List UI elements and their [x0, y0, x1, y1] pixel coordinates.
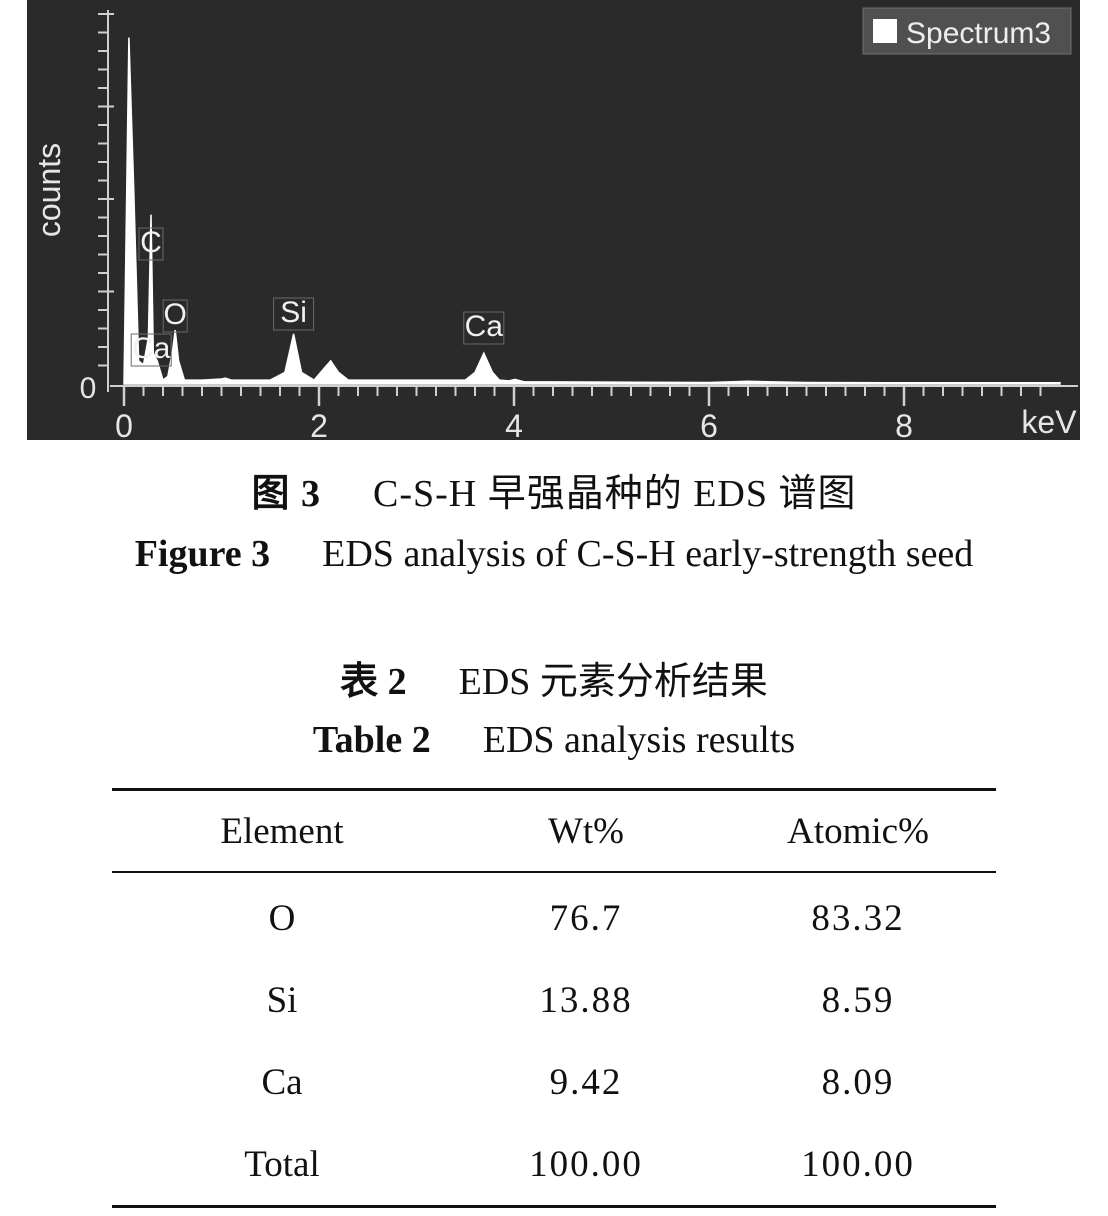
- x-tick-label: 2: [310, 408, 328, 444]
- cell-element: Total: [244, 1143, 320, 1185]
- peak-label-box: [273, 297, 315, 331]
- peak-label: O: [164, 298, 187, 331]
- cell-wt-percent: 100.00: [529, 1143, 643, 1185]
- table-header-row: Element Wt% Atomic%: [112, 789, 996, 873]
- figure-title-cn: C-S-H 早强晶种的 EDS 谱图: [372, 473, 857, 515]
- plot-background: [27, 0, 1080, 440]
- eds-results-table: Element Wt% Atomic% O 76.7 83.32 Si 13.8…: [112, 788, 996, 1208]
- table-label-cn: 表 2: [340, 661, 407, 703]
- peak-label: Ca: [132, 332, 171, 365]
- cell-element: O: [268, 897, 296, 939]
- peak-label-box: [130, 333, 172, 367]
- cell-atomic-percent: 8.59: [821, 979, 895, 1021]
- y-zero-label: 0: [80, 372, 97, 405]
- legend: Spectrum3: [862, 7, 1072, 55]
- figure-caption-cn: 图 3 C-S-H 早强晶种的 EDS 谱图: [0, 462, 1108, 517]
- x-tick-label: 4: [505, 408, 523, 444]
- cell-wt-percent: 76.7: [549, 897, 623, 939]
- header-wt-percent: Wt%: [452, 789, 720, 873]
- x-tick-label: 8: [895, 408, 913, 444]
- table-caption-cn: 表 2 EDS 元素分析结果: [0, 650, 1108, 705]
- cell-atomic-percent: 83.32: [811, 897, 905, 939]
- table-label-en: Table 2: [312, 719, 431, 761]
- cell-element: Ca: [261, 1061, 303, 1103]
- figure-title-en: EDS analysis of C-S-H early-strength see…: [322, 533, 974, 575]
- legend-box: [862, 7, 1072, 55]
- axis-ticks: [98, 13, 1042, 406]
- peak-label-box: [463, 311, 505, 345]
- cell-wt-percent: 13.88: [539, 979, 633, 1021]
- header-element: Element: [112, 789, 452, 873]
- cell-atomic-percent: 100.00: [801, 1143, 915, 1185]
- spectrum-trace-fill: [123, 37, 1061, 385]
- x-tick-label: 0: [115, 408, 133, 444]
- x-tick-label: 6: [700, 408, 718, 444]
- table-row: Si 13.88 8.59: [112, 959, 996, 1041]
- table-title-cn: EDS 元素分析结果: [458, 661, 768, 703]
- x-tick-labels: 0 2 4 6 8: [115, 408, 913, 444]
- peak-label: Si: [280, 296, 307, 329]
- figure-label-en: Figure 3: [134, 533, 271, 575]
- header-atomic-percent: Atomic%: [720, 789, 996, 873]
- table-title-en: EDS analysis results: [482, 719, 796, 761]
- peak-label: Ca: [465, 310, 504, 343]
- peak-label-box: [138, 227, 164, 261]
- table-row: Total 100.00 100.00: [112, 1123, 996, 1207]
- figure-label-cn: 图 3: [251, 473, 321, 515]
- legend-swatch: [873, 19, 897, 43]
- y-axis-label: counts: [31, 143, 67, 237]
- table-row: Ca 9.42 8.09: [112, 1041, 996, 1123]
- table-row: O 76.7 83.32: [112, 872, 996, 959]
- figure-caption-en: Figure 3 EDS analysis of C-S-H early-stre…: [0, 532, 1108, 576]
- x-axis-unit: keV: [1021, 404, 1077, 440]
- cell-atomic-percent: 8.09: [821, 1061, 895, 1103]
- table-caption-en: Table 2 EDS analysis results: [0, 718, 1108, 762]
- cell-wt-percent: 9.42: [549, 1061, 623, 1103]
- peak-label: C: [140, 226, 162, 259]
- peak-label-box: [162, 299, 188, 333]
- cell-element: Si: [266, 979, 298, 1021]
- legend-label: Spectrum3: [906, 17, 1051, 50]
